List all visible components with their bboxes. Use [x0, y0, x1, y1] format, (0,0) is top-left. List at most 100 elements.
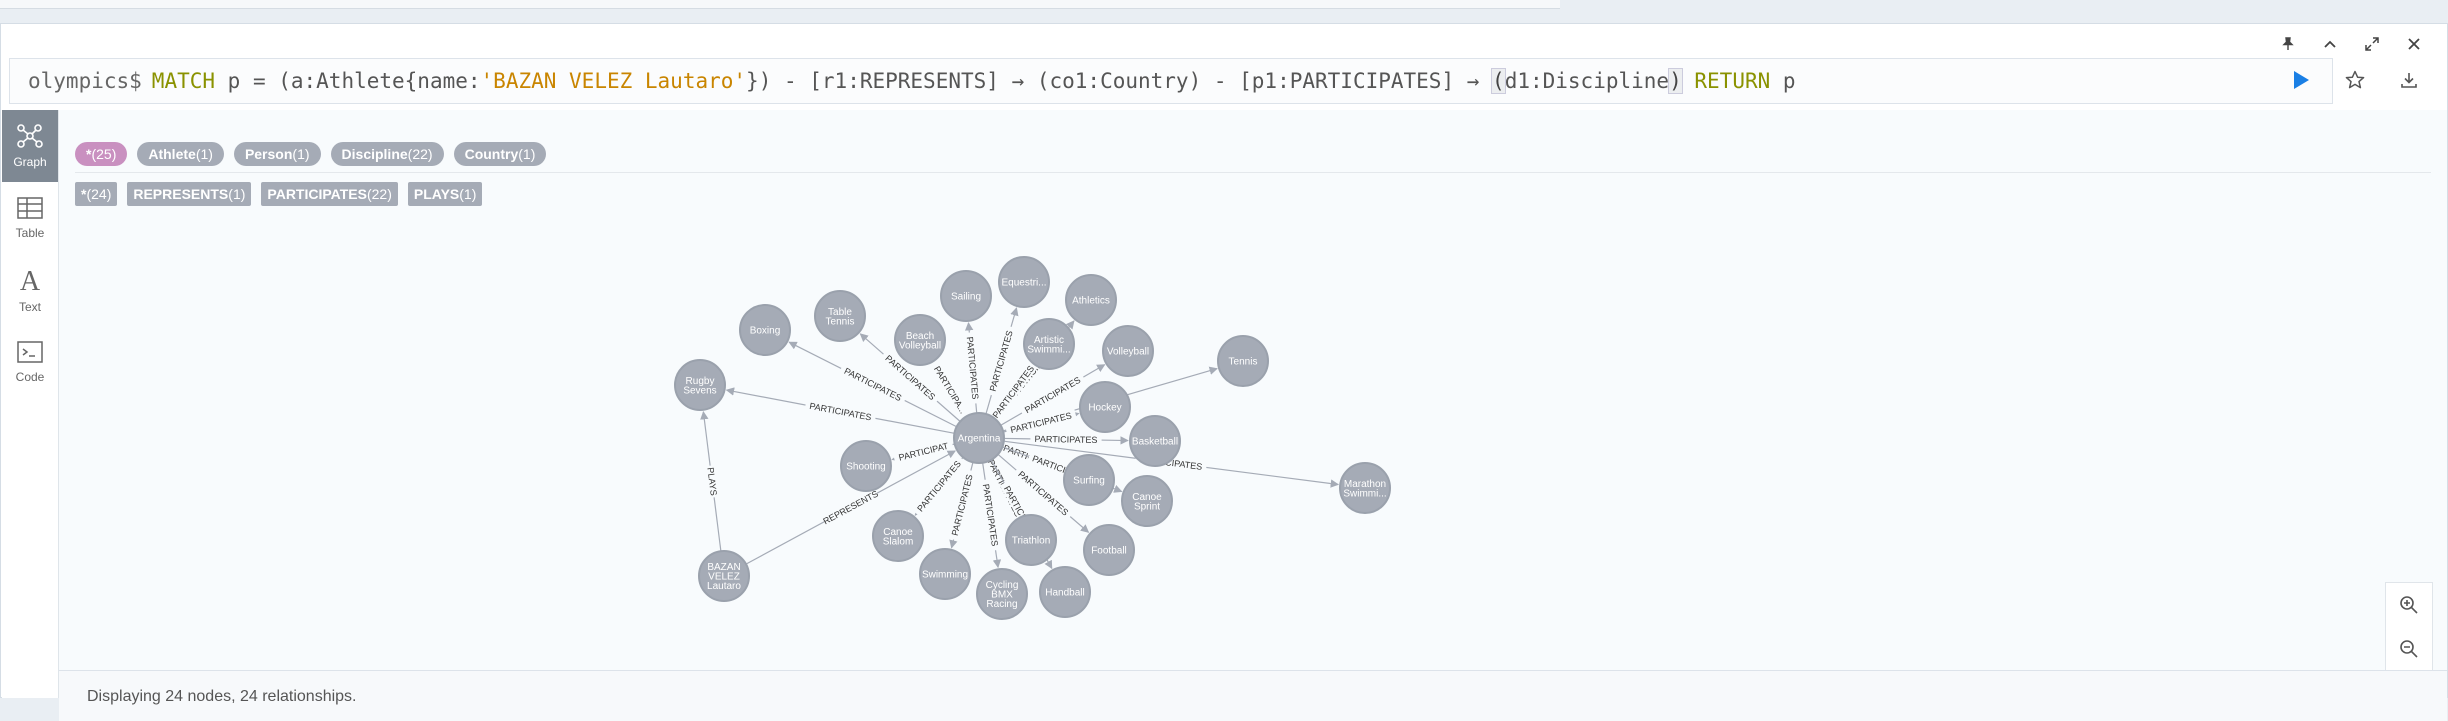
graph-node-swimming[interactable]: Swimming	[919, 548, 971, 600]
node-caption: Lautaro	[707, 581, 741, 592]
relationship-label-bg	[987, 359, 1039, 424]
relationship-type-tag[interactable]: * (24)	[75, 182, 118, 206]
graph-node-sailing[interactable]: Sailing	[940, 270, 992, 322]
node-circle[interactable]	[739, 304, 791, 356]
query-editor[interactable]: olympics$ MATCH p = (a:Athlete{name:'BAZ…	[9, 58, 2333, 104]
favorite-button[interactable]	[2339, 64, 2371, 96]
node-label-count: (22)	[407, 146, 433, 162]
node-label-pill[interactable]: Country (1)	[453, 142, 547, 166]
query-token: →	[1011, 69, 1025, 93]
node-circle[interactable]	[1065, 274, 1117, 326]
graph-node-triathlon[interactable]: Triathlon	[1005, 514, 1057, 566]
node-circle[interactable]	[698, 550, 750, 602]
graph-node-athletics[interactable]: Athletics	[1065, 274, 1117, 326]
node-circle[interactable]	[1063, 454, 1115, 506]
node-circle[interactable]	[1083, 524, 1135, 576]
node-circle[interactable]	[940, 270, 992, 322]
graph-node-volleyball[interactable]: Volleyball	[1102, 325, 1154, 377]
node-circle[interactable]	[1129, 415, 1181, 467]
relationship-edge[interactable]: PARTICIPATES	[725, 387, 955, 434]
relationship-type-tag[interactable]: REPRESENTS (1)	[127, 182, 252, 206]
graph-node-artistic-swimming[interactable]: ArtisticSwimmi...	[1023, 318, 1075, 370]
download-button[interactable]	[2393, 64, 2425, 96]
node-circle[interactable]	[840, 440, 892, 492]
node-circle[interactable]	[1217, 335, 1269, 387]
node-circle[interactable]	[1121, 475, 1173, 527]
graph-node-equestrian[interactable]: Equestri...	[998, 256, 1050, 308]
node-circle[interactable]	[1023, 318, 1075, 370]
graph-node-surfing[interactable]: Surfing	[1063, 454, 1115, 506]
node-label-name: *	[86, 146, 92, 162]
collapse-icon[interactable]	[2315, 32, 2345, 56]
relationship-edge[interactable]: PARTICIPAT	[891, 438, 955, 464]
relationship-label-bg	[980, 478, 1002, 551]
fullscreen-icon[interactable]	[2357, 32, 2387, 56]
sidebar-item-table[interactable]: Table	[2, 182, 58, 254]
frame-controls	[2273, 32, 2429, 56]
relationship-label: PLAYS	[705, 467, 718, 496]
graph-canvas[interactable]: * (25) Athlete (1) Person (1) Discipline (22) Co…	[59, 110, 2447, 672]
run-button[interactable]	[2285, 64, 2317, 96]
zoom-out-button[interactable]	[2399, 639, 2419, 659]
close-icon[interactable]	[2399, 32, 2429, 56]
graph-node-shooting[interactable]: Shooting	[840, 440, 892, 492]
node-circle[interactable]	[814, 290, 866, 342]
view-sidebar: Graph Table A Text Code	[2, 110, 59, 698]
relationship-edge[interactable]: PARTICIPATES	[1003, 408, 1080, 437]
node-circle[interactable]	[674, 359, 726, 411]
relationship-edge[interactable]: PLAYS	[700, 410, 722, 552]
relationship-label-bg	[947, 469, 976, 541]
sidebar-item-text[interactable]: A Text	[2, 254, 58, 326]
node-circle[interactable]	[1079, 381, 1131, 433]
query-text[interactable]: MATCH p = (a:Athlete{name:'BAZAN VELEZ L…	[152, 68, 1796, 94]
node-circle[interactable]	[953, 412, 1005, 464]
graph-node-argentina[interactable]: Argentina	[953, 412, 1005, 464]
relationship-label-bg	[1013, 465, 1075, 521]
node-label-count: (1)	[518, 146, 536, 162]
relationship-edge[interactable]: PARTICIPATES	[964, 322, 982, 414]
graph-node-boxing[interactable]: Boxing	[739, 304, 791, 356]
zoom-in-icon	[2400, 596, 2418, 614]
node-circle[interactable]	[919, 548, 971, 600]
node-circle[interactable]	[1005, 514, 1057, 566]
editor-actions	[2285, 64, 2425, 96]
graph-node-basketball[interactable]: Basketball	[1129, 415, 1181, 467]
node-caption: Hockey	[1088, 403, 1121, 414]
relationship-edge[interactable]: PARTICIPATES	[1003, 432, 1129, 446]
sidebar-item-code[interactable]: Code	[2, 326, 58, 398]
graph-node-marathon-swimming[interactable]: MarathonSwimmi...	[1339, 462, 1391, 514]
node-label-pill[interactable]: Discipline (22)	[330, 142, 444, 166]
node-caption: Surfing	[1073, 476, 1105, 487]
node-circle[interactable]	[894, 314, 946, 366]
graph-node-handball[interactable]: Handball	[1039, 566, 1091, 618]
relationship-label-bg	[985, 325, 1016, 397]
node-label-pill[interactable]: Athlete (1)	[137, 142, 224, 166]
relationship-type-tag[interactable]: PLAYS (1)	[407, 182, 483, 206]
node-circle[interactable]	[1039, 566, 1091, 618]
zoom-in-button[interactable]	[2399, 595, 2419, 615]
node-circle[interactable]	[976, 568, 1028, 620]
node-label-pill[interactable]: Person (1)	[233, 142, 321, 166]
relationship-type-tag[interactable]: PARTICIPATES (22)	[261, 182, 398, 206]
node-caption: Handball	[1045, 588, 1084, 599]
node-label-pill[interactable]: * (25)	[75, 142, 128, 166]
node-circle[interactable]	[998, 256, 1050, 308]
sidebar-item-graph[interactable]: Graph	[2, 110, 58, 182]
query-token: p	[1770, 69, 1796, 93]
node-circle[interactable]	[1339, 462, 1391, 514]
graph-node-tennis[interactable]: Tennis	[1217, 335, 1269, 387]
node-circle[interactable]	[872, 510, 924, 562]
graph-node-football[interactable]: Football	[1083, 524, 1135, 576]
graph-node-hockey[interactable]: Hockey	[1079, 381, 1131, 433]
node-circle[interactable]	[1102, 325, 1154, 377]
pin-icon[interactable]	[2273, 32, 2303, 56]
node-label-legend: * (25) Athlete (1) Person (1) Discipline (22) Co…	[75, 142, 547, 166]
